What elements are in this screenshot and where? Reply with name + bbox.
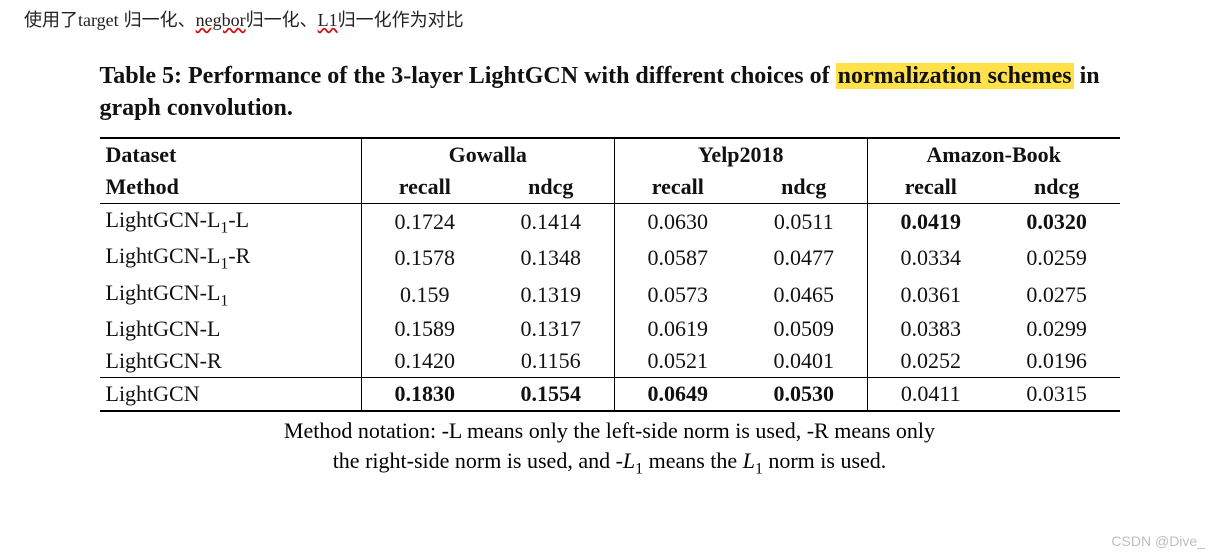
value-cell: 0.0361 — [867, 277, 994, 313]
value-cell: 0.0196 — [994, 345, 1120, 378]
value-cell: 0.0334 — [867, 240, 994, 276]
intro-seg1: 归一化、 — [119, 10, 196, 30]
metric-amazon-ndcg: ndcg — [994, 171, 1120, 204]
value-cell: 0.0630 — [614, 203, 741, 240]
metric-yelp-ndcg: ndcg — [741, 171, 868, 204]
value-cell: 0.0465 — [741, 277, 868, 313]
value-cell: 0.0530 — [741, 377, 868, 411]
intro-word-negbor: negbor — [196, 10, 246, 30]
method-cell: LightGCN-R — [100, 345, 362, 378]
intro-seg2: 归一化、 — [246, 10, 318, 30]
value-cell: 0.0509 — [741, 313, 868, 345]
value-cell: 0.0275 — [994, 277, 1120, 313]
intro-word-target: target — [78, 10, 119, 30]
metric-gowalla-ndcg: ndcg — [488, 171, 615, 204]
method-cell: LightGCN-L1 — [100, 277, 362, 313]
value-cell: 0.1420 — [361, 345, 488, 378]
method-cell: LightGCN-L1-R — [100, 240, 362, 276]
value-cell: 0.0521 — [614, 345, 741, 378]
footnote-line1: Method notation: -L means only the left-… — [284, 418, 935, 443]
method-cell: LightGCN-L1-L — [100, 203, 362, 240]
results-table: Dataset Gowalla Yelp2018 Amazon-Book Met… — [100, 137, 1120, 412]
table-row: LightGCN-R0.14200.11560.05210.04010.0252… — [100, 345, 1120, 378]
footnote-line2-mid: means the — [643, 448, 743, 473]
footnote-l1-sym-b: L — [743, 448, 755, 473]
header-row-metrics: Method recall ndcg recall ndcg recall nd… — [100, 171, 1120, 204]
table-row: LightGCN-L10.1590.13190.05730.04650.0361… — [100, 277, 1120, 313]
value-cell: 0.0401 — [741, 345, 868, 378]
value-cell: 0.0259 — [994, 240, 1120, 276]
value-cell: 0.159 — [361, 277, 488, 313]
watermark: CSDN @Dive_ — [1111, 533, 1205, 549]
footnote-line2-pre: the right-side norm is used, and - — [333, 448, 623, 473]
table-row: LightGCN-L1-L0.17240.14140.06300.05110.0… — [100, 203, 1120, 240]
value-cell: 0.1578 — [361, 240, 488, 276]
table-footnote: Method notation: -L means only the left-… — [100, 416, 1120, 479]
metric-gowalla-recall: recall — [361, 171, 488, 204]
value-cell: 0.0619 — [614, 313, 741, 345]
footnote-l1-sub-a: 1 — [635, 460, 643, 477]
value-cell: 0.0573 — [614, 277, 741, 313]
value-cell: 0.0649 — [614, 377, 741, 411]
table-block: Table 5: Performance of the 3-layer Ligh… — [100, 60, 1120, 479]
value-cell: 0.0383 — [867, 313, 994, 345]
metric-yelp-recall: recall — [614, 171, 741, 204]
method-cell: LightGCN — [100, 377, 362, 411]
value-cell: 0.0587 — [614, 240, 741, 276]
metric-amazon-recall: recall — [867, 171, 994, 204]
value-cell: 0.1830 — [361, 377, 488, 411]
intro-line: 使用了target 归一化、negbor归一化、L1归一化作为对比 — [0, 0, 1219, 32]
intro-prefix: 使用了 — [24, 10, 78, 30]
value-cell: 0.1589 — [361, 313, 488, 345]
value-cell: 0.0411 — [867, 377, 994, 411]
value-cell: 0.1554 — [488, 377, 615, 411]
value-cell: 0.0511 — [741, 203, 868, 240]
value-cell: 0.0477 — [741, 240, 868, 276]
value-cell: 0.0419 — [867, 203, 994, 240]
value-cell: 0.0315 — [994, 377, 1120, 411]
value-cell: 0.1348 — [488, 240, 615, 276]
value-cell: 0.0320 — [994, 203, 1120, 240]
table-row: LightGCN-L0.15890.13170.06190.05090.0383… — [100, 313, 1120, 345]
intro-seg3: 归一化作为对比 — [338, 10, 464, 30]
intro-word-l1: L1 — [318, 10, 338, 30]
value-cell: 0.0299 — [994, 313, 1120, 345]
value-cell: 0.1724 — [361, 203, 488, 240]
value-cell: 0.0252 — [867, 345, 994, 378]
dataset-col-gowalla: Gowalla — [361, 138, 614, 171]
footnote-l1-sub-b: 1 — [755, 460, 763, 477]
value-cell: 0.1414 — [488, 203, 615, 240]
method-cell: LightGCN-L — [100, 313, 362, 345]
value-cell: 0.1317 — [488, 313, 615, 345]
value-cell: 0.1156 — [488, 345, 615, 378]
table-row: LightGCN-L1-R0.15780.13480.05870.04770.0… — [100, 240, 1120, 276]
footnote-line2-end: norm is used. — [763, 448, 886, 473]
dataset-col-amazon: Amazon-Book — [867, 138, 1119, 171]
header-row-datasets: Dataset Gowalla Yelp2018 Amazon-Book — [100, 138, 1120, 171]
value-cell: 0.1319 — [488, 277, 615, 313]
caption-highlight: normalization schemes — [836, 63, 1074, 89]
table-row-final: LightGCN0.18300.15540.06490.05300.04110.… — [100, 377, 1120, 411]
header-dataset-label: Dataset — [100, 138, 362, 171]
footnote-l1-sym-a: L — [623, 448, 635, 473]
caption-pre: Table 5: Performance of the 3-layer Ligh… — [100, 63, 836, 89]
dataset-col-yelp: Yelp2018 — [614, 138, 867, 171]
header-method-label: Method — [100, 171, 362, 204]
table-caption: Table 5: Performance of the 3-layer Ligh… — [100, 60, 1120, 125]
